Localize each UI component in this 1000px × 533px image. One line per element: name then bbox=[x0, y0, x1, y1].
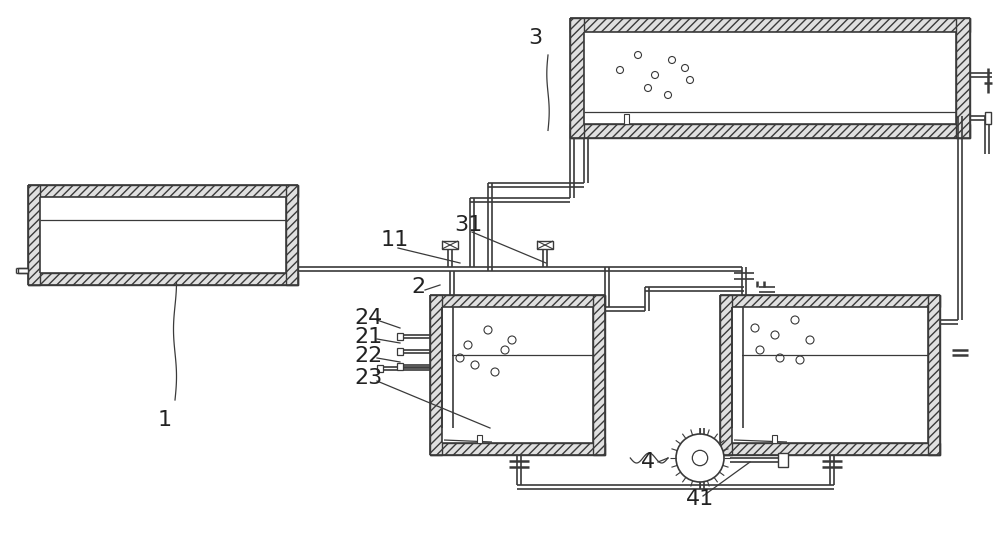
Text: 31: 31 bbox=[454, 215, 482, 235]
Bar bbox=[28, 273, 298, 285]
Bar bbox=[570, 18, 584, 138]
Bar bbox=[430, 443, 605, 455]
Bar bbox=[442, 307, 593, 443]
Text: 11: 11 bbox=[381, 230, 409, 250]
Text: 4: 4 bbox=[641, 452, 655, 472]
Bar bbox=[985, 112, 991, 124]
Text: 24: 24 bbox=[354, 308, 382, 328]
Bar bbox=[397, 348, 403, 355]
Bar bbox=[537, 241, 553, 249]
Circle shape bbox=[692, 450, 708, 466]
Bar bbox=[28, 185, 40, 285]
Bar bbox=[570, 18, 970, 32]
Bar bbox=[397, 363, 403, 370]
Bar bbox=[584, 32, 956, 124]
Bar bbox=[40, 197, 286, 273]
Bar bbox=[778, 453, 788, 467]
Circle shape bbox=[676, 434, 724, 482]
Text: 22: 22 bbox=[354, 346, 382, 366]
Bar bbox=[732, 307, 928, 443]
Text: 3: 3 bbox=[528, 28, 542, 48]
Bar bbox=[624, 114, 629, 124]
Bar bbox=[443, 308, 452, 427]
Bar bbox=[442, 307, 593, 443]
Bar bbox=[430, 295, 605, 307]
Bar bbox=[720, 443, 940, 455]
Bar bbox=[720, 295, 940, 307]
Text: 2: 2 bbox=[411, 277, 425, 297]
Bar bbox=[956, 18, 970, 138]
Bar bbox=[286, 185, 298, 285]
Bar bbox=[442, 241, 458, 249]
Text: 21: 21 bbox=[354, 327, 382, 347]
Bar bbox=[928, 295, 940, 455]
Bar bbox=[397, 333, 403, 340]
Bar bbox=[732, 307, 928, 443]
Bar bbox=[720, 295, 732, 455]
Bar bbox=[477, 435, 482, 443]
Text: 23: 23 bbox=[354, 368, 382, 388]
Bar bbox=[772, 435, 777, 443]
Bar bbox=[442, 307, 453, 428]
Bar bbox=[593, 295, 605, 455]
Bar bbox=[733, 308, 742, 427]
Text: 1: 1 bbox=[158, 410, 172, 430]
Bar bbox=[570, 124, 970, 138]
Bar bbox=[584, 32, 956, 124]
Text: 41: 41 bbox=[686, 489, 714, 509]
Bar bbox=[28, 185, 298, 197]
Bar bbox=[430, 295, 442, 455]
Bar bbox=[40, 197, 286, 273]
Bar bbox=[377, 365, 383, 372]
Bar bbox=[18, 268, 28, 273]
Bar bbox=[732, 307, 743, 428]
